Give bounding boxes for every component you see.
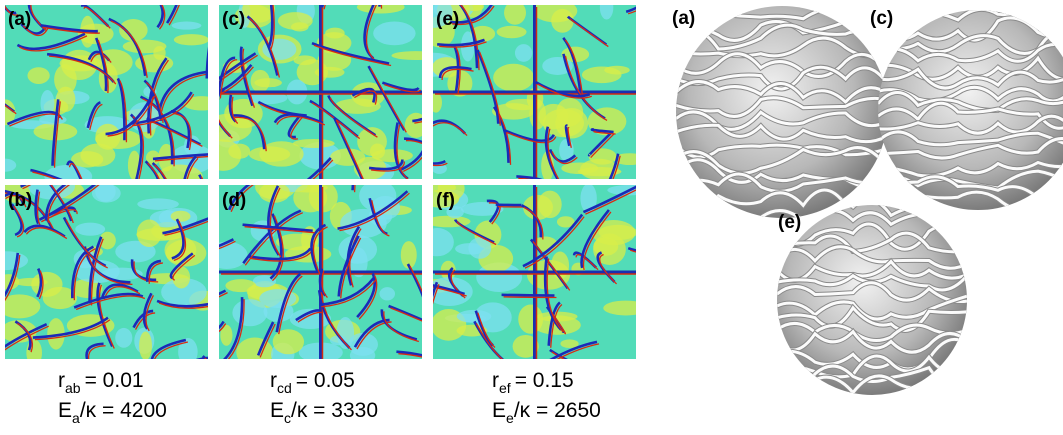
caption-r: rab= 0.01 bbox=[58, 369, 144, 396]
subscript: ab bbox=[65, 380, 81, 396]
blotch bbox=[28, 67, 50, 84]
value: /κ = 3330 bbox=[291, 399, 378, 422]
blotch bbox=[206, 139, 242, 170]
symbol: E bbox=[270, 399, 284, 422]
panel-label: (d) bbox=[222, 190, 246, 211]
ridge bbox=[498, 206, 524, 207]
blotch bbox=[174, 34, 209, 45]
blotch bbox=[391, 51, 439, 60]
subscript: ef bbox=[499, 380, 511, 396]
sphere-renderings bbox=[676, 5, 1063, 397]
blotch bbox=[39, 115, 66, 125]
symbol: E bbox=[492, 399, 506, 422]
ridge bbox=[178, 358, 208, 368]
blotch bbox=[370, 144, 385, 159]
value: /κ = 4200 bbox=[80, 399, 167, 422]
blotch bbox=[380, 287, 395, 300]
blotch bbox=[518, 304, 543, 333]
blotch bbox=[457, 310, 492, 323]
ridge bbox=[628, 234, 702, 252]
ridge bbox=[630, 236, 704, 254]
ridge bbox=[205, 358, 233, 421]
subscript: c bbox=[284, 410, 291, 426]
subscript: e bbox=[506, 410, 514, 426]
captions: rab= 0.01 Ea/κ = 4200 rcd= 0.05 Ec/κ = 3… bbox=[58, 369, 601, 426]
blotch bbox=[254, 78, 282, 87]
blotch bbox=[172, 22, 202, 30]
subscript: a bbox=[72, 410, 80, 426]
ridge bbox=[180, 360, 210, 370]
blotch bbox=[95, 124, 120, 150]
value: /κ = 2650 bbox=[514, 399, 601, 422]
panel-label: (c) bbox=[870, 8, 893, 29]
value: = 0.15 bbox=[515, 369, 574, 392]
blotch bbox=[357, 1, 405, 14]
blotch bbox=[538, 191, 562, 219]
blotch bbox=[123, 40, 167, 54]
blotch bbox=[497, 26, 527, 38]
caption-e: Ec/κ = 3330 bbox=[270, 399, 378, 426]
panel-label: (b) bbox=[8, 190, 32, 211]
panel-label: (f) bbox=[436, 190, 455, 211]
symbol: r bbox=[492, 369, 499, 392]
blotch bbox=[464, 2, 484, 11]
blotch bbox=[604, 66, 629, 75]
value: = 0.01 bbox=[85, 369, 144, 392]
blotch bbox=[139, 331, 152, 360]
blotch bbox=[556, 98, 583, 126]
value: = 0.05 bbox=[296, 369, 355, 392]
panel-label: (a) bbox=[672, 8, 695, 29]
caption-r: ref= 0.15 bbox=[492, 369, 574, 396]
blotch bbox=[225, 279, 256, 292]
blotch bbox=[171, 211, 191, 222]
panel-label: (e) bbox=[436, 9, 459, 30]
blotch bbox=[137, 220, 162, 247]
blotch bbox=[71, 151, 103, 167]
symbol: r bbox=[270, 369, 277, 392]
blotch bbox=[504, 1, 526, 25]
caption-e: Ee/κ = 2650 bbox=[492, 399, 601, 426]
pattern-panels bbox=[0, 0, 704, 421]
caption-r: rcd= 0.05 bbox=[270, 369, 355, 396]
blotch bbox=[294, 55, 316, 65]
blotch bbox=[373, 21, 415, 45]
blotch bbox=[26, 339, 42, 366]
blotch bbox=[603, 301, 648, 316]
panel-label: (e) bbox=[778, 212, 801, 233]
blotch bbox=[236, 337, 273, 367]
symbol: E bbox=[58, 399, 72, 422]
ridge bbox=[209, 21, 218, 81]
blotch bbox=[115, 328, 132, 348]
subscript: cd bbox=[277, 380, 292, 396]
figure: (a) (c) (e) (b) (d) (f) (a) (c) (e) rab=… bbox=[0, 0, 1063, 435]
ridge bbox=[207, 19, 216, 79]
blotch bbox=[273, 329, 304, 354]
panel-label: (a) bbox=[8, 9, 31, 30]
ridge bbox=[504, 297, 557, 298]
blotch bbox=[493, 64, 534, 92]
caption-e: Ea/κ = 4200 bbox=[58, 399, 167, 426]
ridge bbox=[502, 295, 555, 296]
blotch bbox=[75, 223, 105, 236]
blotch bbox=[278, 12, 313, 30]
blotch bbox=[430, 92, 442, 112]
ridge bbox=[496, 204, 522, 205]
blotch bbox=[137, 198, 179, 209]
blotch bbox=[421, 228, 454, 256]
symbol: r bbox=[58, 369, 65, 392]
blotch bbox=[405, 113, 427, 138]
panel-label: (c) bbox=[222, 9, 245, 30]
blotch bbox=[515, 44, 532, 62]
ridge bbox=[203, 356, 231, 419]
